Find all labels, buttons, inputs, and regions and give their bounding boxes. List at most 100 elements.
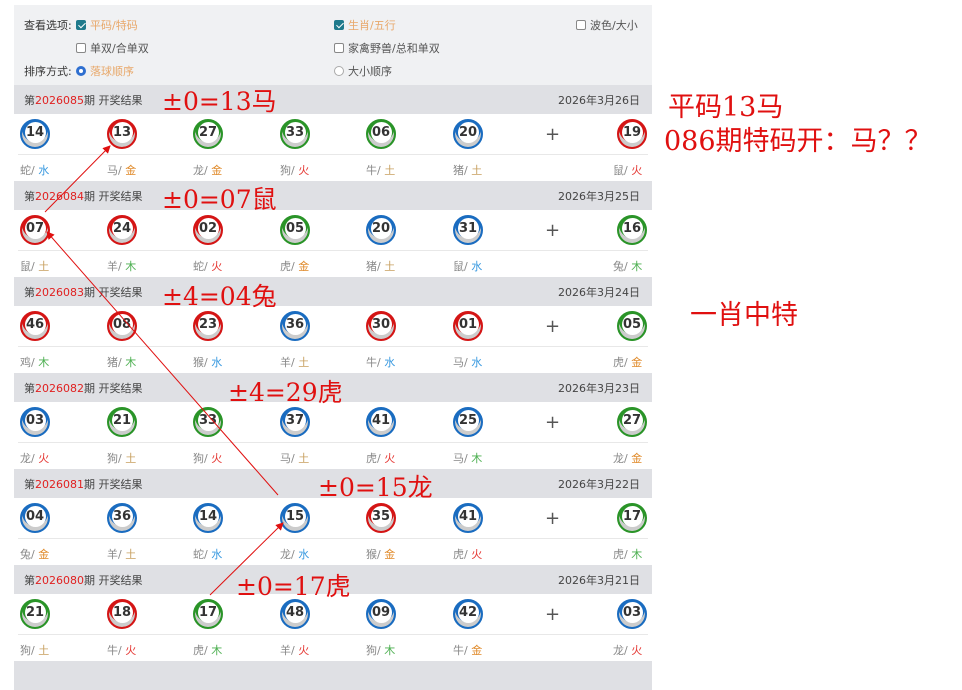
period-header: 第2026084期 开奖结果 2026年3月25日 — [14, 181, 652, 210]
period-date: 2026年3月23日 — [558, 381, 640, 395]
zodiac-element-label: 兔/ 木 — [613, 260, 643, 273]
period-header: 第2026085期 开奖结果 2026年3月26日 — [14, 85, 652, 114]
zodiac-element-label: 猪/ 土 — [366, 260, 396, 273]
ball-row: 14 13 27 33 06 20 19 + — [18, 114, 648, 155]
period-header: 第2026080期 开奖结果 2026年3月21日 — [14, 565, 652, 594]
arrow-to-15 — [209, 522, 284, 596]
number-ball: 36 — [280, 311, 310, 341]
radio-icon[interactable] — [76, 66, 86, 76]
number-ball: 35 — [366, 503, 396, 533]
checkbox-regular-special[interactable]: 平码/特码 — [76, 17, 138, 33]
annotation-note: ±0=15龙 — [318, 473, 433, 502]
ball-row: 03 21 33 37 41 25 27 + — [18, 402, 648, 443]
radio-draw-order[interactable]: 落球顺序 — [76, 63, 134, 79]
zodiac-element-label: 鼠/ 土 — [20, 260, 50, 273]
period-date: 2026年3月21日 — [558, 573, 640, 587]
radio-size-order[interactable]: 大小顺序 — [334, 63, 392, 79]
period-block: 第2026081期 开奖结果 2026年3月22日 04 36 14 15 35 41 17 + 兔… — [14, 469, 652, 565]
zodiac-element-label: 虎/ 火 — [453, 548, 483, 561]
period-title: 第2026081期 开奖结果 — [24, 477, 143, 491]
zodiac-element-label: 羊/ 火 — [280, 644, 310, 657]
checkbox-icon[interactable] — [76, 20, 86, 30]
number-ball: 06 — [366, 119, 396, 149]
number-ball: 07 — [20, 215, 50, 245]
zodiac-element-label: 牛/ 土 — [366, 164, 396, 177]
annotation-note: ±0=13马 — [162, 87, 277, 116]
number-ball: 03 — [617, 599, 647, 629]
period-block: 第2026082期 开奖结果 2026年3月23日 03 21 33 37 41 25 27 + 龙… — [14, 373, 652, 469]
checkbox-odd-even[interactable]: 单双/合单双 — [76, 40, 149, 56]
zodiac-row: 蛇/ 水 马/ 金 龙/ 金 狗/ 火 牛/ 土 猪/ 土 鼠/ 火 — [14, 155, 652, 182]
zodiac-element-label: 羊/ 土 — [280, 356, 310, 369]
number-ball: 33 — [193, 407, 223, 437]
period-title: 第2026080期 开奖结果 — [24, 573, 143, 587]
period-header: 第2026083期 开奖结果 2026年3月24日 — [14, 277, 652, 306]
period-list: 第2026085期 开奖结果 2026年3月26日 14 13 27 33 06 20 19 + 蛇… — [14, 85, 652, 661]
zodiac-element-label: 兔/ 金 — [20, 548, 50, 561]
zodiac-element-label: 鼠/ 水 — [453, 260, 483, 273]
period-title: 第2026083期 开奖结果 — [24, 285, 143, 299]
number-ball: 05 — [280, 215, 310, 245]
zodiac-element-label: 猴/ 水 — [193, 356, 223, 369]
number-ball: 17 — [617, 503, 647, 533]
ball-row: 04 36 14 15 35 41 17 + — [18, 498, 648, 539]
zodiac-row: 兔/ 金 羊/ 土 蛇/ 水 龙/ 水 猴/ 金 虎/ 火 虎/ 木 — [14, 539, 652, 566]
number-ball: 08 — [107, 311, 137, 341]
plus-sign: + — [545, 220, 561, 241]
zodiac-row: 鼠/ 土 羊/ 木 蛇/ 火 虎/ 金 猪/ 土 鼠/ 水 兔/ 木 — [14, 251, 652, 278]
number-ball: 01 — [453, 311, 483, 341]
side-note: 平码13马 — [668, 92, 784, 123]
side-note: 一肖中特 — [690, 300, 798, 331]
number-ball: 21 — [20, 599, 50, 629]
number-ball: 30 — [366, 311, 396, 341]
number-ball: 25 — [453, 407, 483, 437]
checkbox-color-size[interactable]: 波色/大小 — [576, 17, 638, 33]
period-header: 第2026081期 开奖结果 2026年3月22日 — [14, 469, 652, 498]
checkbox-zodiac-element[interactable]: 生肖/五行 — [334, 17, 396, 33]
checkbox-icon[interactable] — [576, 20, 586, 30]
zodiac-element-label: 虎/ 金 — [613, 356, 643, 369]
arrow-to-07 — [46, 231, 279, 496]
ball-row: 21 18 17 48 09 42 03 + — [18, 594, 648, 635]
number-ball: 05 — [617, 311, 647, 341]
arrow-to-13 — [44, 145, 111, 213]
period-block: 第2026085期 开奖结果 2026年3月26日 14 13 27 33 06 20 19 + 蛇… — [14, 85, 652, 181]
number-ball: 46 — [20, 311, 50, 341]
zodiac-element-label: 牛/ 火 — [107, 644, 137, 657]
checkbox-icon[interactable] — [334, 43, 344, 53]
number-ball: 14 — [193, 503, 223, 533]
number-ball: 03 — [20, 407, 50, 437]
period-date: 2026年3月22日 — [558, 477, 640, 491]
ball-row: 07 24 02 05 20 31 16 + — [18, 210, 648, 251]
period-title: 第2026082期 开奖结果 — [24, 381, 143, 395]
period-date: 2026年3月24日 — [558, 285, 640, 299]
number-ball: 13 — [107, 119, 137, 149]
zodiac-element-label: 猪/ 木 — [107, 356, 137, 369]
number-ball: 36 — [107, 503, 137, 533]
period-block: 第2026080期 开奖结果 2026年3月21日 21 18 17 48 09 42 03 + 狗… — [14, 565, 652, 661]
zodiac-element-label: 羊/ 木 — [107, 260, 137, 273]
plus-sign: + — [545, 604, 561, 625]
annotation-note: ±0=07鼠 — [162, 185, 277, 214]
plus-sign: + — [545, 508, 561, 529]
zodiac-element-label: 狗/ 木 — [366, 644, 396, 657]
zodiac-element-label: 猴/ 金 — [366, 548, 396, 561]
checkbox-domestic-wild[interactable]: 家禽野兽/总和单双 — [334, 40, 440, 56]
number-ball: 17 — [193, 599, 223, 629]
results-panel: 查看选项: 平码/特码 生肖/五行 波色/大小 单双/合单双 家禽野兽/总和单双… — [14, 5, 652, 690]
checkbox-icon[interactable] — [334, 20, 344, 30]
period-block: 第2026083期 开奖结果 2026年3月24日 46 08 23 36 30 01 05 + 鸡… — [14, 277, 652, 373]
zodiac-element-label: 虎/ 木 — [193, 644, 223, 657]
side-note: 086期特码开：马？？ — [664, 126, 932, 157]
number-ball: 19 — [617, 119, 647, 149]
number-ball: 41 — [453, 503, 483, 533]
checkbox-icon[interactable] — [76, 43, 86, 53]
number-ball: 27 — [193, 119, 223, 149]
zodiac-element-label: 龙/ 金 — [613, 452, 643, 465]
annotation-note: ±4=29虎 — [228, 378, 343, 407]
zodiac-row: 龙/ 火 狗/ 土 狗/ 火 马/ 土 虎/ 火 马/ 木 龙/ 金 — [14, 443, 652, 470]
number-ball: 27 — [617, 407, 647, 437]
radio-icon[interactable] — [334, 66, 344, 76]
zodiac-element-label: 牛/ 金 — [453, 644, 483, 657]
period-date: 2026年3月25日 — [558, 189, 640, 203]
